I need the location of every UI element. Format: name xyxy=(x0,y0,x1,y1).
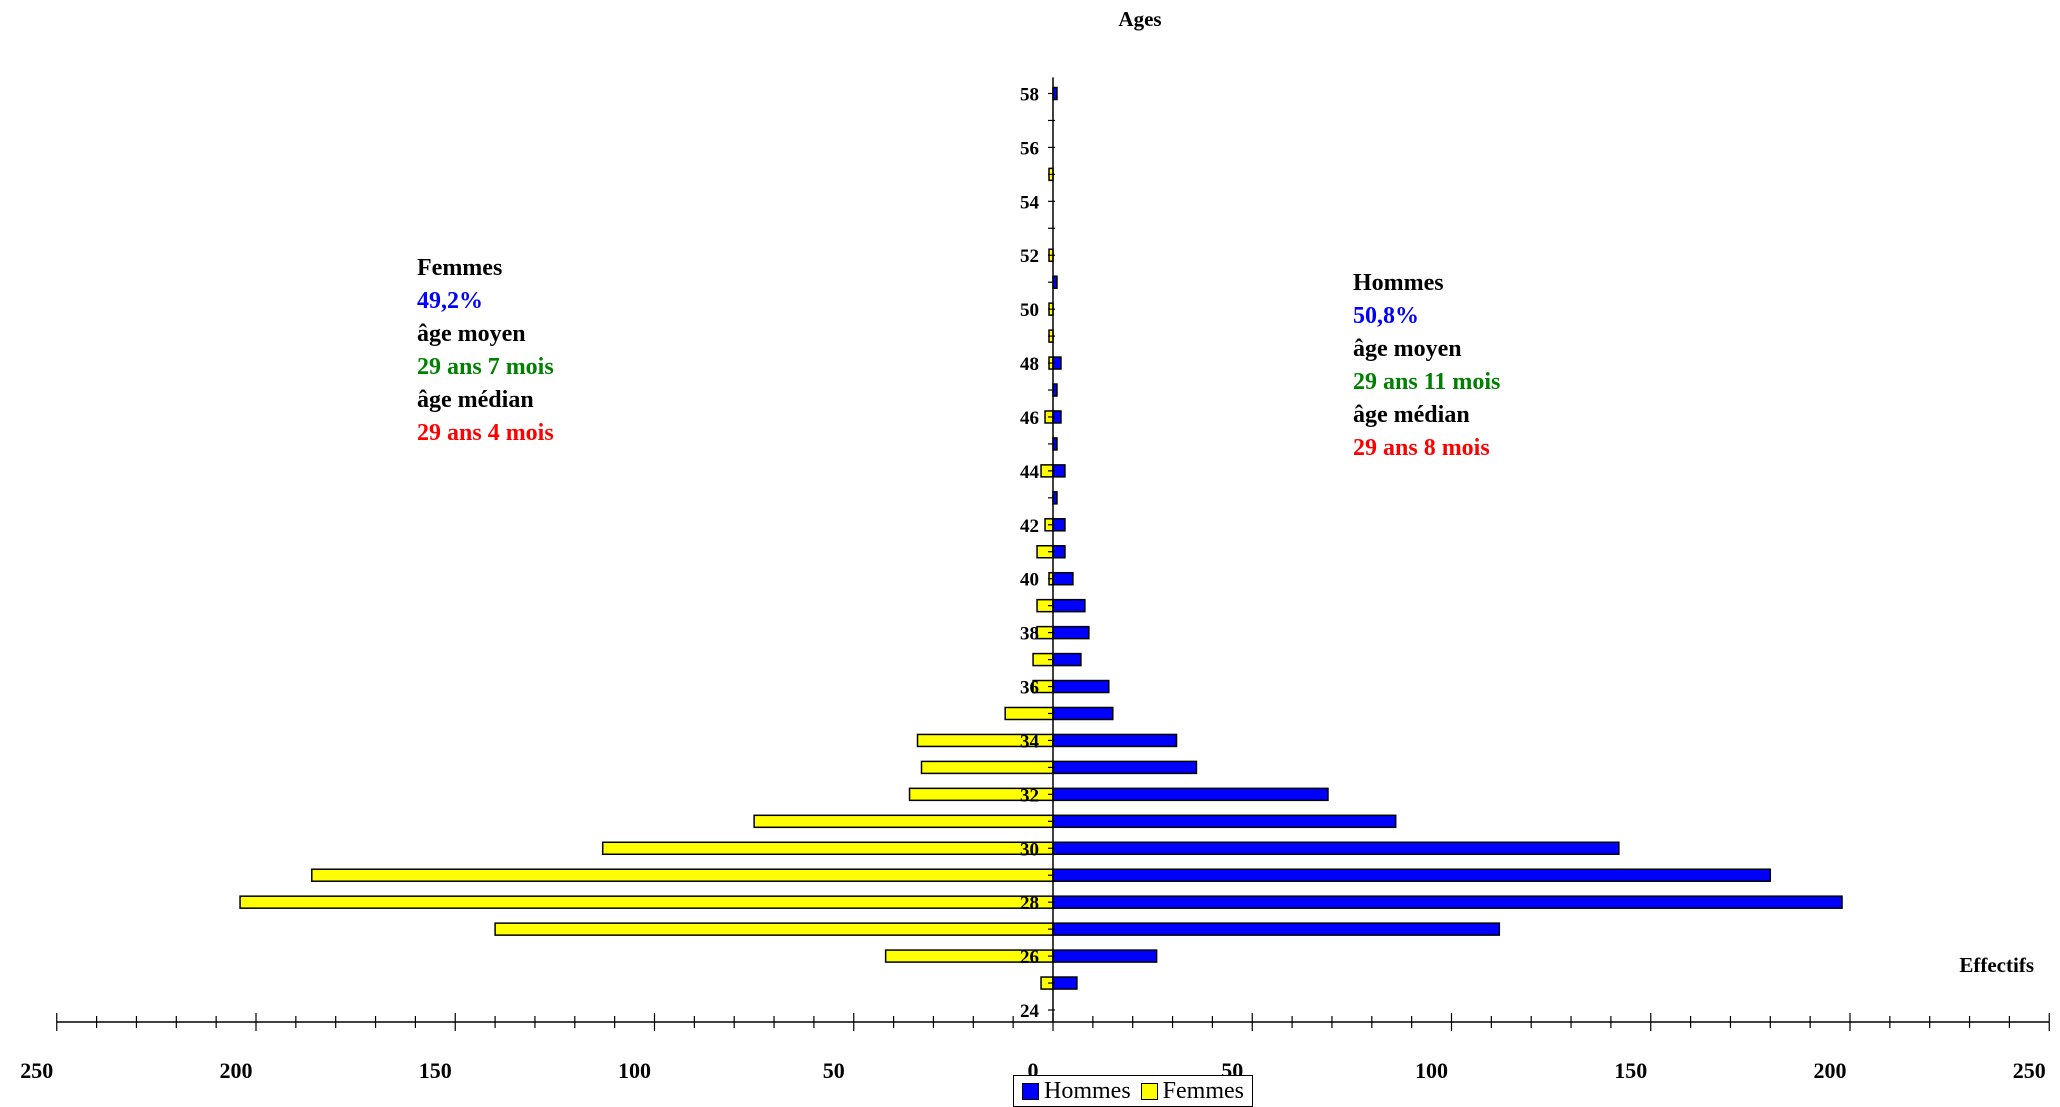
y-tick-label-32: 32 xyxy=(1020,785,1039,806)
bar-femmes-age-35 xyxy=(1004,706,1054,721)
y-tick-label-26: 26 xyxy=(1020,947,1039,968)
hommes-stats: Hommes 50,8% âge moyen 29 ans 11 mois âg… xyxy=(1353,267,1500,465)
bar-hommes-age-31 xyxy=(1052,814,1397,829)
y-tick-label-50: 50 xyxy=(1020,300,1039,321)
bar-hommes-age-26 xyxy=(1052,949,1158,963)
x-tick-label-8: 150 xyxy=(1614,1058,1647,1083)
y-tick-label-34: 34 xyxy=(1020,731,1040,752)
bar-hommes-age-35 xyxy=(1052,706,1114,721)
bar-hommes-age-37 xyxy=(1052,652,1082,667)
y-tick-label-56: 56 xyxy=(1020,138,1039,159)
legend-item-hommes: Hommes xyxy=(1022,1078,1131,1105)
hommes-median-value: 29 ans 8 mois xyxy=(1353,435,1490,461)
bar-femmes-age-27 xyxy=(494,922,1054,936)
legend-item-femmes: Femmes xyxy=(1140,1077,1244,1105)
y-tick-label-28: 28 xyxy=(1020,893,1039,914)
y-tick-label-44: 44 xyxy=(1020,462,1040,483)
femmes-mean-value: 29 ans 7 mois xyxy=(417,354,554,380)
bar-hommes-age-38 xyxy=(1052,625,1090,640)
femmes-percent: 49,2% xyxy=(417,288,483,314)
y-tick-label-46: 46 xyxy=(1020,408,1039,429)
bar-femmes-age-29 xyxy=(311,868,1054,882)
x-tick-label-3: 100 xyxy=(618,1058,651,1083)
y-tick-label-48: 48 xyxy=(1020,354,1039,375)
hommes-label: Hommes xyxy=(1353,270,1444,296)
bar-hommes-age-28 xyxy=(1052,895,1843,909)
x-tick-label-10: 250 xyxy=(2013,1058,2046,1083)
legend-swatch-hommes xyxy=(1022,1082,1039,1100)
bar-hommes-age-40 xyxy=(1052,571,1074,586)
bar-hommes-age-27 xyxy=(1052,922,1501,936)
bar-hommes-age-25 xyxy=(1052,976,1078,990)
hommes-mean-label: âge moyen xyxy=(1353,336,1462,362)
bars-femmes xyxy=(239,167,1054,990)
bar-hommes-age-39 xyxy=(1052,598,1086,613)
femmes-mean-label: âge moyen xyxy=(417,321,526,347)
bar-hommes-age-29 xyxy=(1052,868,1772,882)
legend-swatch-femmes xyxy=(1140,1082,1158,1100)
bar-hommes-age-33 xyxy=(1052,760,1198,775)
y-tick-label-58: 58 xyxy=(1020,85,1039,106)
x-axis: 250 200 150 100 50 0 50 100 150 200 250 xyxy=(20,1013,2050,1083)
bar-hommes-age-32 xyxy=(1052,787,1329,802)
bar-hommes-age-36 xyxy=(1052,679,1110,694)
legend-label-femmes: Femmes xyxy=(1162,1077,1244,1104)
x-tick-label-4: 50 xyxy=(823,1058,845,1083)
y-tick-label-42: 42 xyxy=(1020,516,1039,537)
bar-femmes-age-33 xyxy=(920,760,1054,775)
y-tick-label-30: 30 xyxy=(1020,839,1039,860)
x-tick-label-5: 0 xyxy=(1028,1058,1039,1083)
y-tick-label-40: 40 xyxy=(1020,570,1039,591)
y-axis: 24 26 28 30 32 34 36 38 40 42 44 46 48 50 52 54 56 58 xyxy=(1020,77,1055,1022)
bars-hommes xyxy=(1052,86,1843,990)
y-tick-label-54: 54 xyxy=(1020,192,1040,213)
bar-hommes-age-30 xyxy=(1052,841,1620,856)
y-tick-label-38: 38 xyxy=(1020,624,1039,645)
x-tick-label-2: 150 xyxy=(419,1058,452,1083)
femmes-median-label: âge médian xyxy=(417,387,534,413)
chart-title: Ages xyxy=(1118,7,1161,31)
x-tick-label-1: 200 xyxy=(220,1058,253,1083)
x-tick-label-9: 200 xyxy=(1814,1058,1847,1083)
femmes-median-value: 29 ans 4 mois xyxy=(417,420,554,446)
legend-label-hommes: Hommes xyxy=(1044,1077,1131,1104)
hommes-median-label: âge médian xyxy=(1353,402,1470,428)
bar-hommes-age-34 xyxy=(1052,733,1178,748)
x-tick-label-7: 100 xyxy=(1415,1058,1448,1083)
x-axis-label: Effectifs xyxy=(1959,953,2034,977)
bar-femmes-age-30 xyxy=(601,841,1054,856)
y-tick-label-36: 36 xyxy=(1020,678,1039,699)
hommes-mean-value: 29 ans 11 mois xyxy=(1353,369,1501,395)
hommes-percent: 50,8% xyxy=(1353,303,1419,329)
femmes-label: Femmes xyxy=(417,255,503,281)
x-tick-label-0: 250 xyxy=(20,1058,53,1083)
bar-femmes-age-31 xyxy=(753,814,1054,829)
bar-femmes-age-28 xyxy=(239,895,1054,909)
chart-legend: Hommes Femmes xyxy=(1013,1075,1253,1107)
femmes-stats: Femmes 49,2% âge moyen 29 ans 7 mois âge… xyxy=(417,252,554,450)
y-tick-label-52: 52 xyxy=(1020,246,1039,267)
y-tick-label-24: 24 xyxy=(1020,1001,1040,1022)
